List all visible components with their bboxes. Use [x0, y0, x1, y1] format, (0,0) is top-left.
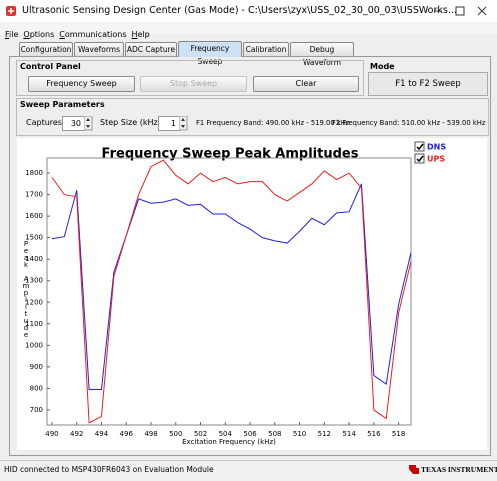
y-axis-label: Peak Amplitude [22, 240, 30, 338]
legend-label: UPS [427, 155, 445, 164]
x-tick-label: 494 [95, 430, 109, 438]
y-tick-label: 1300 [25, 277, 43, 285]
section-title: Control Panel [20, 62, 81, 71]
y-tick-label: 1200 [25, 298, 43, 306]
spinner[interactable]: 1 [158, 116, 180, 131]
y-tick-label: 1000 [25, 341, 43, 349]
y-tick-label: 1400 [25, 255, 43, 263]
control-panel [16, 60, 364, 96]
section-title: Mode [370, 62, 395, 71]
y-tick-label: 900 [30, 363, 43, 371]
series-line [51, 159, 412, 424]
x-tick-label: 512 [318, 430, 331, 438]
chart-title: Frequency Sweep Peak Amplitudes [102, 147, 359, 162]
x-tick-label: 518 [392, 430, 405, 438]
x-tick-label: 516 [367, 430, 381, 438]
x-tick-label: 510 [293, 430, 306, 438]
x-tick-label: 496 [120, 430, 134, 438]
chart: Frequency Sweep Peak Amplitudes Excitati… [17, 138, 487, 450]
x-tick-label: 504 [219, 430, 233, 438]
label: Step Size (kHz): [100, 118, 164, 127]
label: F2 Frequency Band: 510.00 kHz - 539.00 k… [332, 119, 486, 127]
tab[interactable]: Frequency Sweep [178, 41, 242, 66]
mode-value: F1 to F2 Sweep [368, 72, 488, 96]
tab[interactable]: Calibration [243, 42, 289, 56]
y-tick-label: 800 [30, 384, 43, 392]
x-axis-label: Excitation Frequency (kHz) [182, 438, 276, 446]
plot-area [46, 157, 412, 426]
x-tick-label: 502 [194, 430, 207, 438]
y-tick-label: 700 [30, 406, 43, 414]
spinner[interactable]: 30 [62, 116, 85, 131]
button: Stop Sweep [140, 76, 247, 92]
legend-label: DNS [427, 143, 446, 152]
status-text: HID connected to MSP430FR6043 on Evaluat… [4, 465, 214, 474]
menu-bar: File Options Communications Help [0, 22, 497, 39]
section-title: Sweep Parameters [20, 100, 105, 109]
menu-item[interactable]: Help [131, 30, 150, 39]
window-controls[interactable] [430, 4, 494, 18]
menu-item[interactable]: File [5, 30, 19, 39]
tab[interactable]: ADC Capture [125, 42, 177, 56]
y-tick-label: 1600 [25, 212, 43, 220]
spinner-arrows[interactable] [84, 116, 93, 131]
app-icon [6, 6, 16, 16]
spinner-arrows[interactable] [179, 116, 188, 131]
x-tick-label: 498 [144, 430, 157, 438]
x-tick-label: 500 [169, 430, 182, 438]
ti-logo-icon [409, 465, 419, 474]
sweep-panel [16, 98, 489, 136]
label: F1 Frequency Band: 490.00 kHz - 519.00 k… [196, 119, 350, 127]
button[interactable]: Frequency Sweep [28, 76, 135, 92]
window-title: Ultrasonic Sensing Design Center (Gas Mo… [22, 5, 457, 16]
y-tick-label: 1500 [25, 234, 43, 242]
x-tick-label: 508 [268, 430, 281, 438]
button[interactable]: Clear [253, 76, 359, 92]
legend-checkbox[interactable] [414, 141, 425, 152]
label: Captures: [26, 118, 65, 127]
tab[interactable]: Debug Waveform [290, 42, 354, 67]
menu-item[interactable]: Communications [59, 30, 127, 39]
x-tick-label: 506 [243, 430, 257, 438]
x-tick-label: 514 [342, 430, 356, 438]
x-tick-label: 490 [45, 430, 58, 438]
logo-text: TEXAS INSTRUMENTS [421, 465, 497, 474]
menu-item[interactable]: Options [23, 30, 55, 39]
tab[interactable]: Configuration [19, 42, 73, 56]
y-tick-label: 1700 [25, 191, 43, 199]
tab[interactable]: Waveforms [74, 42, 124, 56]
x-tick-label: 492 [70, 430, 83, 438]
series-line [51, 183, 412, 390]
title-bar: Ultrasonic Sensing Design Center (Gas Mo… [0, 0, 497, 23]
legend-check [416, 155, 424, 163]
y-tick-label: 1100 [25, 320, 43, 328]
y-tick-label: 1800 [25, 169, 43, 177]
legend-checkbox[interactable] [414, 153, 425, 164]
status-bar [0, 460, 497, 481]
legend-check [416, 143, 424, 151]
